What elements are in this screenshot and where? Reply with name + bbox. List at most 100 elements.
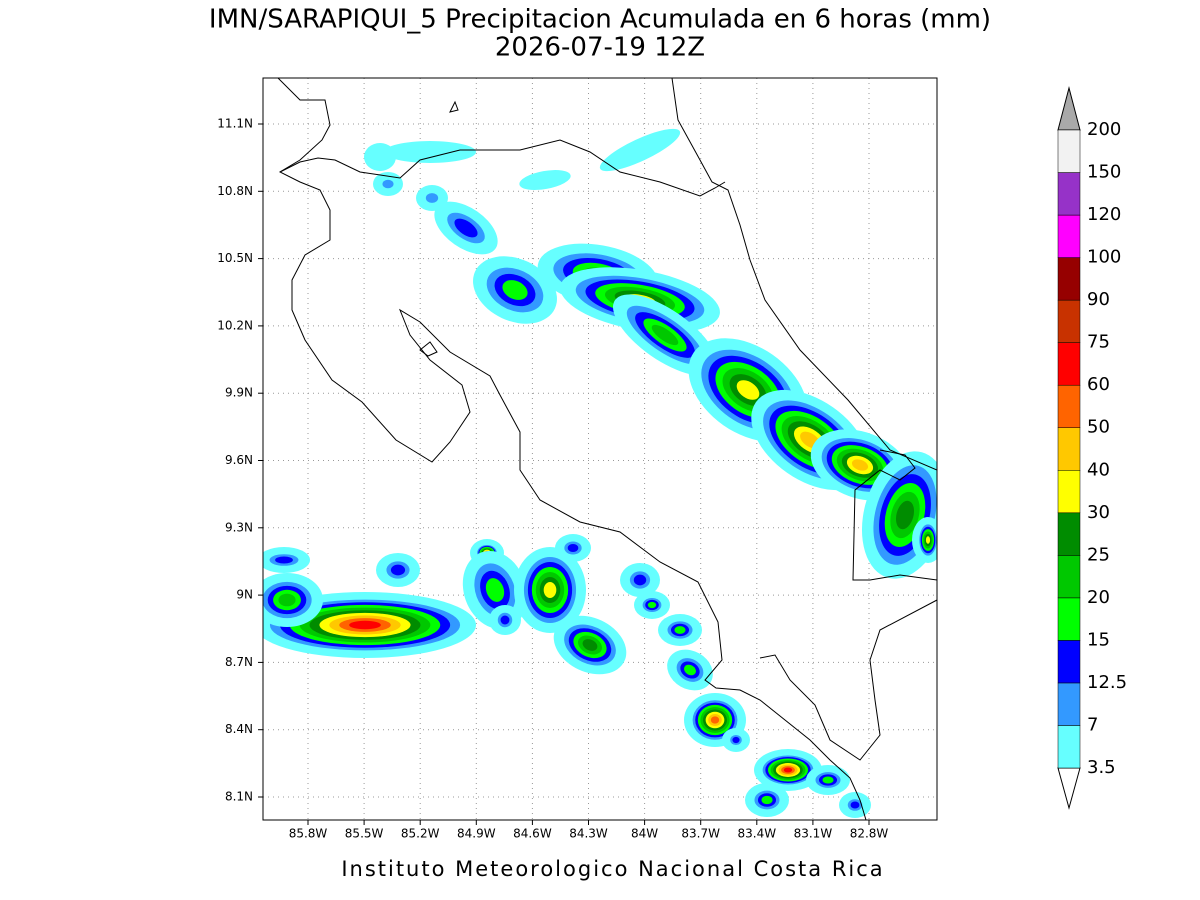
- footer: Instituto Meteorologico Nacional Costa R…: [341, 857, 884, 881]
- lon-label: 85.2W: [401, 827, 440, 841]
- colorbar: 3.5 7 12.5 15 20 25 30 40 50 60 75 90 100 120 150 200: [1057, 86, 1127, 810]
- rain-area: [278, 593, 296, 607]
- subtitle: 2026-07-19 12Z: [495, 33, 705, 63]
- lon-label: 84W: [631, 827, 658, 841]
- lon-label: 83.7W: [681, 827, 720, 841]
- rain-area: [647, 601, 657, 609]
- rain-area: [674, 626, 686, 634]
- rain-area: [349, 620, 381, 630]
- island: [449, 100, 459, 113]
- lat-label: 11.1N: [217, 117, 253, 131]
- lat-label: 9N: [236, 588, 253, 602]
- lat-label: 9.9N: [225, 386, 253, 400]
- legend-swatch: [1057, 555, 1081, 599]
- legend-label: 30: [1087, 502, 1110, 523]
- legend-label: 25: [1087, 544, 1110, 565]
- legend-swatch: [1057, 682, 1081, 726]
- rain-area: [275, 556, 293, 564]
- rain-area: [500, 615, 510, 625]
- over-triangle: [1057, 86, 1081, 131]
- legend-label: 100: [1087, 247, 1121, 268]
- lon-label: 83.1W: [794, 827, 833, 841]
- rain-area: [895, 500, 915, 530]
- rain-area: [425, 193, 439, 203]
- legend-label: 3.5: [1087, 757, 1116, 778]
- legend-swatch: [1057, 427, 1081, 471]
- rain-area: [633, 574, 647, 586]
- title: IMN/SARAPIQUI_5 Precipitacion Acumulada …: [209, 5, 991, 35]
- legend-swatch: [1057, 129, 1081, 173]
- lat-label: 8.7N: [225, 655, 253, 669]
- rain-area: [851, 459, 869, 471]
- lat-label: 10.2N: [217, 318, 253, 332]
- legend-swatch: [1057, 470, 1081, 514]
- rain-area: [822, 776, 834, 784]
- legend-label: 50: [1087, 417, 1110, 438]
- legend-label: 20: [1087, 587, 1110, 608]
- lon-label: 85.5W: [345, 827, 384, 841]
- border: [279, 139, 726, 197]
- rain-area: [485, 578, 505, 602]
- island: [419, 341, 438, 357]
- rain-area: [390, 564, 406, 576]
- rain-area: [761, 795, 773, 805]
- lat-label: 9.3N: [225, 520, 253, 534]
- lat-label: 10.8N: [217, 184, 253, 198]
- rain-area: [519, 170, 571, 190]
- legend-label: 75: [1087, 332, 1110, 353]
- lat-label: 8.4N: [225, 722, 253, 736]
- legend-label: 150: [1087, 162, 1121, 183]
- rain-area: [732, 736, 740, 744]
- rain-area: [925, 536, 931, 544]
- legend-swatch: [1057, 512, 1081, 556]
- legend-label: 12.5: [1087, 672, 1127, 693]
- rain-area: [567, 544, 579, 552]
- rain-area: [543, 582, 557, 598]
- lon-label: 82.8W: [850, 827, 889, 841]
- legend-swatch: [1057, 257, 1081, 301]
- lat-label: 8.1N: [225, 790, 253, 804]
- legend-swatch: [1057, 172, 1081, 216]
- lon-label: 83.4W: [738, 827, 777, 841]
- rain-area: [502, 280, 528, 300]
- legend-swatch: [1057, 597, 1081, 641]
- legend-swatch: [1057, 342, 1081, 386]
- legend-swatch: [1057, 725, 1081, 769]
- border: [852, 449, 937, 581]
- legend-label: 60: [1087, 374, 1110, 395]
- rain-area: [783, 767, 793, 773]
- under-triangle: [1057, 767, 1081, 810]
- rain-area: [582, 639, 598, 651]
- precipitation: [263, 128, 937, 818]
- lon-label: 84.3W: [569, 827, 608, 841]
- legend-label: 40: [1087, 459, 1110, 480]
- lat-label: 10.5N: [217, 251, 253, 265]
- rain-area: [651, 324, 679, 346]
- lon-label: 84.9W: [457, 827, 496, 841]
- legend-label: 90: [1087, 289, 1110, 310]
- rain-area: [710, 716, 720, 724]
- legend-swatch: [1057, 640, 1081, 684]
- legend-label: 7: [1087, 714, 1098, 735]
- coastline: [759, 599, 937, 761]
- legend-swatch: [1057, 384, 1081, 428]
- legend-swatch: [1057, 214, 1081, 258]
- rain-area: [736, 380, 760, 400]
- lon-label: 85.8W: [289, 827, 328, 841]
- rain-area: [850, 801, 860, 809]
- lat-label: 9.6N: [225, 453, 253, 467]
- legend-swatch: [1057, 299, 1081, 343]
- rain-area: [684, 664, 696, 676]
- lon-label: 84.6W: [513, 827, 552, 841]
- rain-area: [382, 179, 394, 189]
- legend-label: 15: [1087, 629, 1110, 650]
- coastline: [277, 78, 867, 820]
- coastlines: [277, 78, 937, 820]
- rain-area: [599, 128, 681, 172]
- map-frame: [262, 77, 938, 821]
- rain-area: [384, 141, 476, 163]
- rain-area: [454, 218, 478, 238]
- legend-label: 120: [1087, 204, 1121, 225]
- legend-label: 200: [1087, 119, 1121, 140]
